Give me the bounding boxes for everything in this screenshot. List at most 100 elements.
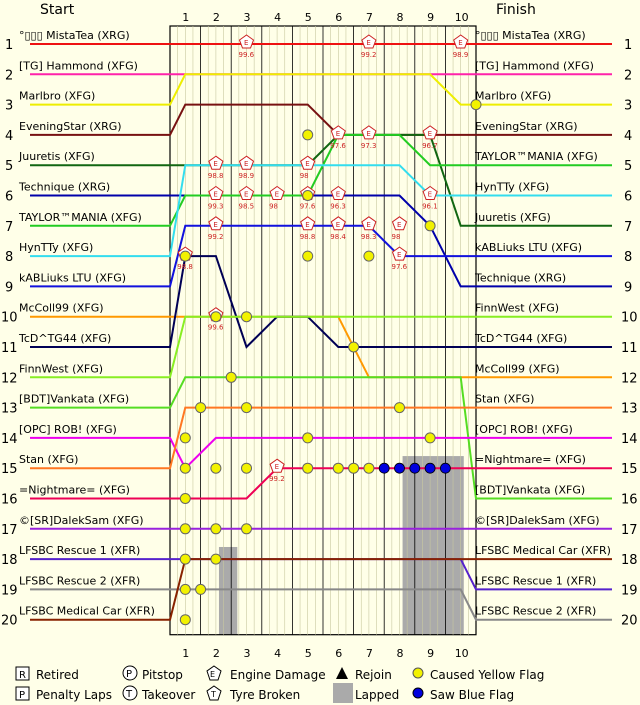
engine-damage-value: 96.1 xyxy=(422,203,438,211)
finish-driver-label: [BDT]Vankata (XFG) xyxy=(475,484,585,497)
start-position-number: 8 xyxy=(5,250,13,265)
engine-damage-icon xyxy=(238,155,255,170)
engine-damage-icon xyxy=(238,185,255,200)
finish-driver-label: Technique (XRG) xyxy=(474,271,566,284)
lap-number-bottom: 9 xyxy=(427,647,434,660)
legend-engine-label: Engine Damage xyxy=(230,668,326,682)
engine-damage-value: 98 xyxy=(392,233,401,241)
engine-damage-symbol: E xyxy=(366,130,370,138)
finish-position-number: 9 xyxy=(624,280,632,295)
engine-damage-value: 99.3 xyxy=(208,203,224,211)
lap-number-top: 3 xyxy=(244,11,251,24)
engine-damage-icon xyxy=(300,216,316,231)
engine-damage-value: 98 xyxy=(300,172,309,180)
engine-damage-icon xyxy=(453,34,469,49)
engine-damage-symbol: E xyxy=(305,221,309,229)
start-position-number: 19 xyxy=(1,583,18,598)
engine-damage-marker: E 98.5 xyxy=(238,185,255,211)
legend-retired-label: Retired xyxy=(36,668,79,682)
legend-blue-icon xyxy=(412,687,424,699)
engine-damage-symbol: E xyxy=(213,191,217,199)
start-driver-label: TcD^TG44 (XFG) xyxy=(18,332,111,345)
engine-damage-value: 98.8 xyxy=(300,233,316,241)
lap-number-top: 4 xyxy=(274,11,281,24)
yellow-flag-marker xyxy=(179,523,191,535)
lapped-region-1 xyxy=(402,456,464,635)
finish-driver-label: HynTTy (XFG) xyxy=(475,181,549,194)
engine-damage-symbol: E xyxy=(213,160,217,168)
legend-lapped-label: Lapped xyxy=(355,688,399,702)
yellow-flag-marker xyxy=(225,371,237,383)
engine-damage-icon xyxy=(208,155,224,170)
lap-number-top: 9 xyxy=(427,11,434,24)
legend-tyre-label: Tyre Broken xyxy=(229,688,300,702)
engine-damage-symbol: E xyxy=(397,221,401,229)
yellow-flag-marker xyxy=(210,462,222,474)
lap-number-bottom: 6 xyxy=(335,647,342,660)
engine-damage-marker: E 98.9 xyxy=(453,34,469,59)
start-position-number: 14 xyxy=(1,432,18,447)
finish-position-number: 20 xyxy=(621,614,638,629)
yellow-flag-marker xyxy=(332,462,344,474)
engine-damage-value: 98.3 xyxy=(361,233,377,241)
start-driver-label: LFSBC Rescue 1 (XFR) xyxy=(19,544,140,557)
finish-driver-label: [OPC] ROB! (XFG) xyxy=(475,423,573,436)
start-position-number: 5 xyxy=(5,159,13,174)
yellow-flag-marker xyxy=(363,250,375,262)
start-driver-label: Marlbro (XFG) xyxy=(19,90,95,103)
engine-damage-icon xyxy=(238,34,255,49)
legend-engine-icon xyxy=(206,665,222,681)
lap-number-bottom: 8 xyxy=(397,647,404,660)
legend-pitstop-label: Pitstop xyxy=(142,668,183,682)
legend-takeover-icon xyxy=(122,685,138,701)
lap-number-bottom: 2 xyxy=(213,647,220,660)
finish-position-number: 17 xyxy=(621,523,638,538)
start-position-number: 13 xyxy=(1,402,18,417)
engine-damage-marker: E 98 xyxy=(392,216,408,241)
engine-damage-icon xyxy=(330,125,346,140)
engine-damage-marker: E 97.6 xyxy=(391,246,408,271)
yellow-flag-marker xyxy=(179,614,191,626)
engine-damage-icon xyxy=(391,246,408,261)
legend-takeover-symbol: T xyxy=(125,689,133,700)
finish-driver-label: Juuretis (XFG) xyxy=(474,211,551,224)
engine-damage-value: 98.9 xyxy=(239,172,255,180)
yellow-flag-marker xyxy=(179,493,191,504)
finish-position-number: 15 xyxy=(621,462,638,477)
finish-driver-label: FinnWest (XFG) xyxy=(475,302,559,315)
engine-damage-symbol: E xyxy=(244,191,248,199)
yellow-flag-marker xyxy=(424,220,436,232)
finish-position-number: 8 xyxy=(624,250,632,265)
start-driver-label: ©[SR]DalekSam (XFG) xyxy=(19,514,144,527)
yellow-flag-marker xyxy=(302,432,314,444)
lap-number-bottom: 3 xyxy=(244,647,251,660)
lap-number-top: 6 xyxy=(335,11,342,24)
engine-damage-marker: E 96.7 xyxy=(422,125,438,150)
yellow-flag-marker xyxy=(179,432,191,444)
start-position-number: 15 xyxy=(1,462,18,477)
finish-driver-label: TcD^TG44 (XFG) xyxy=(474,332,567,345)
engine-damage-value: 98.9 xyxy=(453,51,469,59)
engine-damage-icon xyxy=(269,185,285,200)
engine-damage-symbol: E xyxy=(213,221,217,229)
legend-pitstop-icon xyxy=(122,665,138,681)
finish-position-number: 1 xyxy=(624,38,632,53)
start-driver-label: FinnWest (XFG) xyxy=(19,362,103,375)
engine-damage-marker: E 99.2 xyxy=(208,216,224,241)
engine-damage-value: 97.6 xyxy=(330,142,346,150)
yellow-flag-marker xyxy=(195,583,207,595)
start-position-number: 4 xyxy=(5,129,13,144)
driver-line-8 xyxy=(30,164,612,258)
finish-position-number: 10 xyxy=(621,311,638,326)
driver-line-15 xyxy=(30,406,612,470)
yellow-flag-marker xyxy=(348,341,360,353)
engine-damage-icon xyxy=(330,216,346,231)
start-driver-label: kABLiuks LTU (XFG) xyxy=(19,271,126,284)
driver-line-14 xyxy=(30,436,612,470)
engine-damage-marker: E 99.3 xyxy=(208,185,224,211)
lap-number-bottom: 4 xyxy=(274,647,281,660)
finish-position-number: 4 xyxy=(624,129,632,144)
yellow-flag-marker xyxy=(241,523,252,535)
